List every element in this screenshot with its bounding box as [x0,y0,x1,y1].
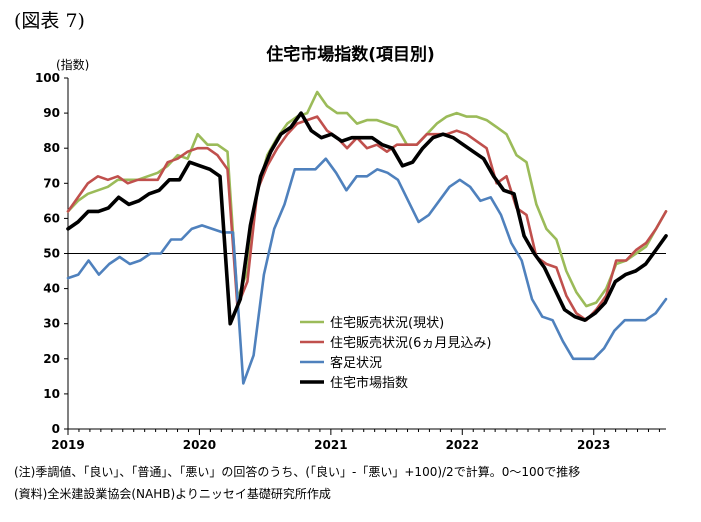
footnote-note: (注)季調値、「良い」、「普通」、「悪い」の回答のうち、(「良い」-「悪い」+1… [14,465,581,479]
y-tick-label: 30 [43,317,60,331]
y-tick-label: 10 [43,387,60,401]
x-tick-label: 2021 [314,438,347,452]
legend-label-current: 住宅販売状況(現状) [330,315,444,331]
series-line-traffic [66,157,668,385]
y-tick-label: 60 [43,211,60,225]
chart-title: 住宅市場指数(項目別) [266,45,435,65]
y-axis-unit-label: (指数) [56,58,90,72]
chart-axes: 0 10 20 30 40 50 60 70 80 90 100 2019 2020 2021 2022 20… [35,71,666,452]
y-tick-label: 0 [52,422,60,436]
y-tick-label: 100 [35,71,60,85]
figure-label: (図表 7) [14,10,85,32]
chart-series-layer [66,90,668,385]
series-line-six_month [66,115,668,322]
legend-label-traffic: 客足状況 [330,355,382,371]
series-line-index [66,111,668,326]
x-tick-label: 2022 [446,438,479,452]
legend-label-six_month: 住宅販売状況(6ヵ月見込み) [330,335,491,351]
legend-label-index: 住宅市場指数 [330,375,408,391]
footnote-source: (資料)全米建設業協会(NAHB)よりニッセイ基礎研究所作成 [14,487,331,501]
y-tick-label: 80 [43,141,60,155]
series-line-current [66,90,668,308]
x-tick-label: 2023 [577,438,610,452]
line-chart: 0 10 20 30 40 50 60 70 80 90 100 2019 2020 2021 2022 20… [35,71,668,452]
x-tick-label: 2020 [183,438,216,452]
y-tick-label: 50 [43,247,60,261]
y-tick-label: 20 [43,352,60,366]
y-tick-label: 90 [43,106,60,120]
x-tick-label: 2019 [51,438,84,452]
y-tick-label: 70 [43,176,60,190]
y-tick-label: 40 [43,282,60,296]
